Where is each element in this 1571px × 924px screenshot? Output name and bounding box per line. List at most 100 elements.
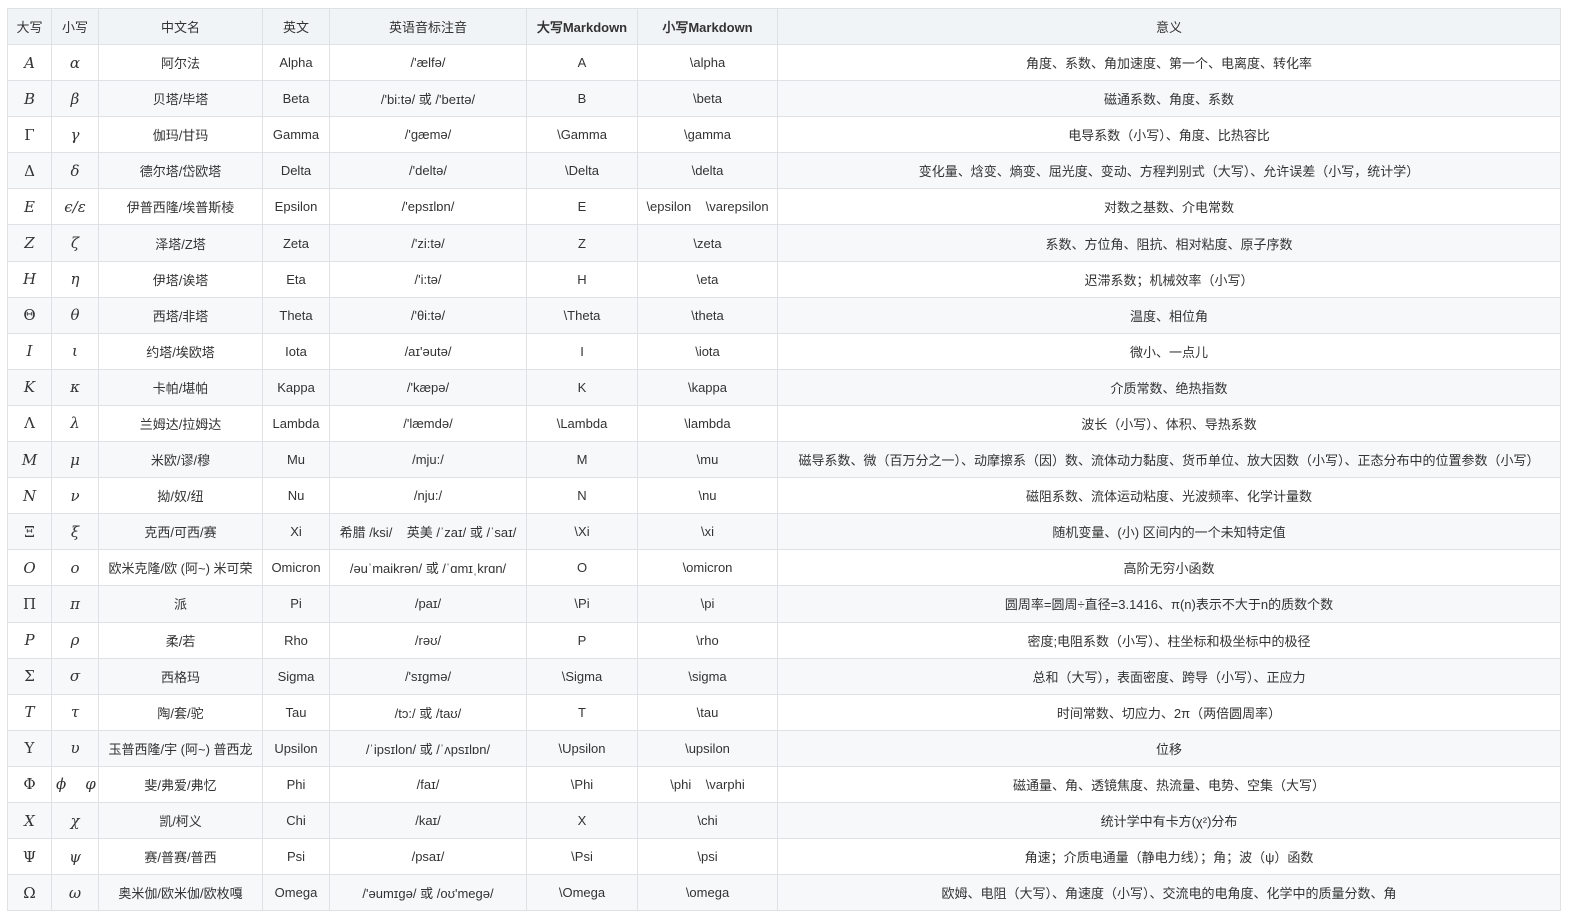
cell-lowercase: ζ: [51, 224, 99, 262]
cell-english: Pi: [262, 585, 330, 623]
cell-uppercase: Φ: [7, 765, 52, 803]
cell-markdown-lower: \eta: [637, 260, 778, 298]
cell-english: Epsilon: [262, 188, 330, 226]
cell-english: Tau: [262, 693, 330, 731]
cell-lowercase: μ: [51, 441, 99, 479]
cell-markdown-upper: \Lambda: [526, 404, 638, 443]
cell-markdown-upper: N: [526, 477, 638, 515]
cell-markdown-upper: O: [526, 549, 638, 587]
cell-meaning: 微小、一点儿: [777, 332, 1561, 370]
cell-markdown-lower: \epsilon \varepsilon: [637, 188, 778, 226]
cell-markdown-lower: \gamma: [637, 116, 778, 154]
cell-phonetic: /'θi:tə/: [329, 296, 527, 334]
cell-meaning: 统计学中有卡方(χ²)分布: [777, 801, 1561, 840]
cell-meaning: 角度、系数、角加速度、第一个、电离度、转化率: [777, 43, 1561, 82]
cell-uppercase: Θ: [7, 296, 52, 334]
cell-chinese-name: 拗/奴/纽: [98, 477, 263, 515]
cell-markdown-upper: A: [526, 43, 638, 82]
cell-chinese-name: 派: [98, 585, 263, 623]
cell-markdown-upper: \Sigma: [526, 657, 638, 695]
cell-uppercase: Ψ: [7, 838, 52, 876]
cell-uppercase: E: [7, 188, 52, 226]
header-english: 英文: [262, 8, 330, 45]
cell-english: Alpha: [262, 43, 330, 82]
cell-markdown-lower: \zeta: [637, 224, 778, 262]
cell-english: Lambda: [262, 404, 330, 443]
cell-meaning: 波长（小写）、体积、导热系数: [777, 404, 1561, 443]
cell-lowercase: υ: [51, 729, 99, 767]
cell-chinese-name: 赛/普赛/普西: [98, 838, 263, 876]
cell-lowercase: χ: [51, 801, 99, 840]
cell-uppercase: A: [7, 43, 52, 82]
cell-meaning: 随机变量、(小) 区间内的一个未知特定值: [777, 513, 1561, 551]
cell-markdown-lower: \nu: [637, 477, 778, 515]
cell-markdown-lower: \omicron: [637, 549, 778, 587]
cell-uppercase: Π: [7, 585, 52, 623]
cell-english: Sigma: [262, 657, 330, 695]
cell-uppercase: K: [7, 368, 52, 406]
cell-lowercase: ρ: [51, 621, 99, 659]
cell-uppercase: I: [7, 332, 52, 370]
cell-lowercase: ψ: [51, 838, 99, 876]
cell-lowercase: ω: [51, 874, 99, 912]
cell-markdown-upper: \Psi: [526, 838, 638, 876]
cell-phonetic: /'læmdə/: [329, 404, 527, 443]
cell-markdown-upper: B: [526, 80, 638, 118]
cell-phonetic: /əuˈmaikrən/ 或 /ˈɑmɪˌkrɑn/: [329, 549, 527, 587]
cell-lowercase: σ: [51, 657, 99, 695]
cell-markdown-lower: \xi: [637, 513, 778, 551]
cell-phonetic: /tɔ:/ 或 /taʊ/: [329, 693, 527, 731]
cell-markdown-lower: \upsilon: [637, 729, 778, 767]
cell-uppercase: Σ: [7, 657, 52, 695]
cell-phonetic: /'zi:tə/: [329, 224, 527, 262]
cell-meaning: 位移: [777, 729, 1561, 767]
cell-lowercase: γ: [51, 116, 99, 154]
cell-phonetic: /ˈipsɪlon/ 或 /ˈʌpsɪlɒn/: [329, 729, 527, 767]
cell-uppercase: O: [7, 549, 52, 587]
cell-chinese-name: 西塔/非塔: [98, 296, 263, 334]
cell-phonetic: /kaɪ/: [329, 801, 527, 840]
cell-markdown-upper: \Gamma: [526, 116, 638, 154]
cell-markdown-upper: \Delta: [526, 152, 638, 190]
cell-uppercase: Z: [7, 224, 52, 262]
cell-markdown-upper: \Xi: [526, 513, 638, 551]
cell-uppercase: X: [7, 801, 52, 840]
cell-meaning: 角速；介质电通量（静电力线）；角；波（ψ）函数: [777, 838, 1561, 876]
cell-uppercase: Γ: [7, 116, 52, 154]
cell-uppercase: Λ: [7, 404, 52, 443]
cell-phonetic: /'deltə/: [329, 152, 527, 190]
cell-english: Mu: [262, 441, 330, 479]
cell-phonetic: /nju:/: [329, 477, 527, 515]
cell-chinese-name: 卡帕/堪帕: [98, 368, 263, 406]
header-lowercase: 小写: [51, 8, 99, 45]
cell-english: Kappa: [262, 368, 330, 406]
cell-english: Zeta: [262, 224, 330, 262]
cell-uppercase: H: [7, 260, 52, 298]
cell-markdown-lower: \sigma: [637, 657, 778, 695]
cell-lowercase: α: [51, 43, 99, 82]
cell-chinese-name: 柔/若: [98, 621, 263, 659]
cell-markdown-upper: X: [526, 801, 638, 840]
cell-phonetic: /'ælfə/: [329, 43, 527, 82]
cell-chinese-name: 泽塔/Z塔: [98, 224, 263, 262]
cell-meaning: 欧姆、电阻（大写）、角速度（小写）、交流电的电角度、化学中的质量分数、角: [777, 874, 1561, 912]
cell-markdown-upper: I: [526, 332, 638, 370]
cell-lowercase: δ: [51, 152, 99, 190]
cell-phonetic: /'bi:tə/ 或 /'beɪtə/: [329, 80, 527, 118]
cell-meaning: 对数之基数、介电常数: [777, 188, 1561, 226]
cell-chinese-name: 米欧/谬/穆: [98, 441, 263, 479]
cell-lowercase: κ: [51, 368, 99, 406]
cell-english: Upsilon: [262, 729, 330, 767]
cell-markdown-upper: \Pi: [526, 585, 638, 623]
table-header-row: 大写 小写 中文名 英文 英语音标注音 大写Markdown 小写Markdow…: [7, 8, 1561, 45]
cell-phonetic: /'kæpə/: [329, 368, 527, 406]
cell-lowercase: ϕ φ: [51, 765, 99, 803]
